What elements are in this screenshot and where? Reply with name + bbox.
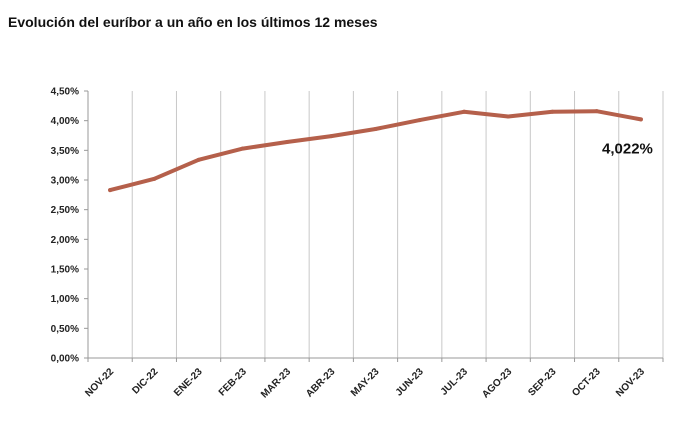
x-tick-label: SEP-23 [526, 366, 558, 398]
page-title: Evolución del euríbor a un año en los úl… [8, 14, 378, 30]
y-tick-label: 1,50% [51, 265, 79, 276]
x-tick-label: ABR-23 [304, 366, 338, 400]
y-tick-label: 0,50% [51, 324, 79, 335]
x-axis-ticks: NOV-22 DIC-22 ENE-23 FEB-23 MAR-23 ABR-23 MAY-… [83, 358, 664, 400]
data-point [240, 146, 245, 151]
last-value-annotation: 4,022% [602, 140, 653, 157]
y-tick-label: 2,50% [51, 205, 79, 216]
y-tick-label: 3,50% [51, 146, 79, 157]
x-tick-label: DIC-22 [130, 366, 160, 396]
data-point [152, 176, 157, 181]
y-tick-label: 0,00% [51, 354, 79, 365]
data-point [196, 157, 201, 162]
data-point [373, 126, 378, 131]
y-tick-label: 2,00% [51, 235, 79, 246]
chart-series [108, 109, 643, 193]
x-tick-label: OCT-23 [570, 366, 603, 399]
x-tick-label: ENE-23 [172, 366, 205, 399]
data-point [638, 117, 643, 122]
data-point [285, 140, 290, 145]
chart-grid [131, 91, 664, 358]
x-tick-label: MAY-23 [349, 366, 382, 399]
x-tick-label: NOV-23 [614, 366, 647, 399]
y-axis-ticks: 0,00% 0,50% 1,00% 1,50% 2,00% 2,50% 3,00% 3,50%… [51, 87, 88, 365]
series-line [108, 109, 643, 193]
data-point [329, 134, 334, 139]
data-point [506, 114, 511, 119]
y-tick-label: 3,00% [51, 176, 79, 187]
x-tick-label: MAR-23 [259, 366, 293, 400]
y-tick-label: 4,50% [51, 87, 79, 98]
x-tick-label: JUL-23 [439, 366, 471, 398]
y-tick-label: 4,00% [51, 116, 79, 127]
x-tick-label: NOV-22 [83, 366, 116, 399]
data-point [108, 188, 113, 193]
x-tick-label: AGO-23 [480, 366, 514, 400]
data-point [417, 118, 422, 123]
data-point [594, 109, 599, 114]
data-point [461, 109, 466, 114]
x-tick-label: JUN-23 [394, 366, 426, 398]
chart-axes [87, 91, 663, 359]
data-point [550, 109, 555, 114]
x-tick-label: FEB-23 [217, 366, 249, 398]
y-tick-label: 1,00% [51, 294, 79, 305]
